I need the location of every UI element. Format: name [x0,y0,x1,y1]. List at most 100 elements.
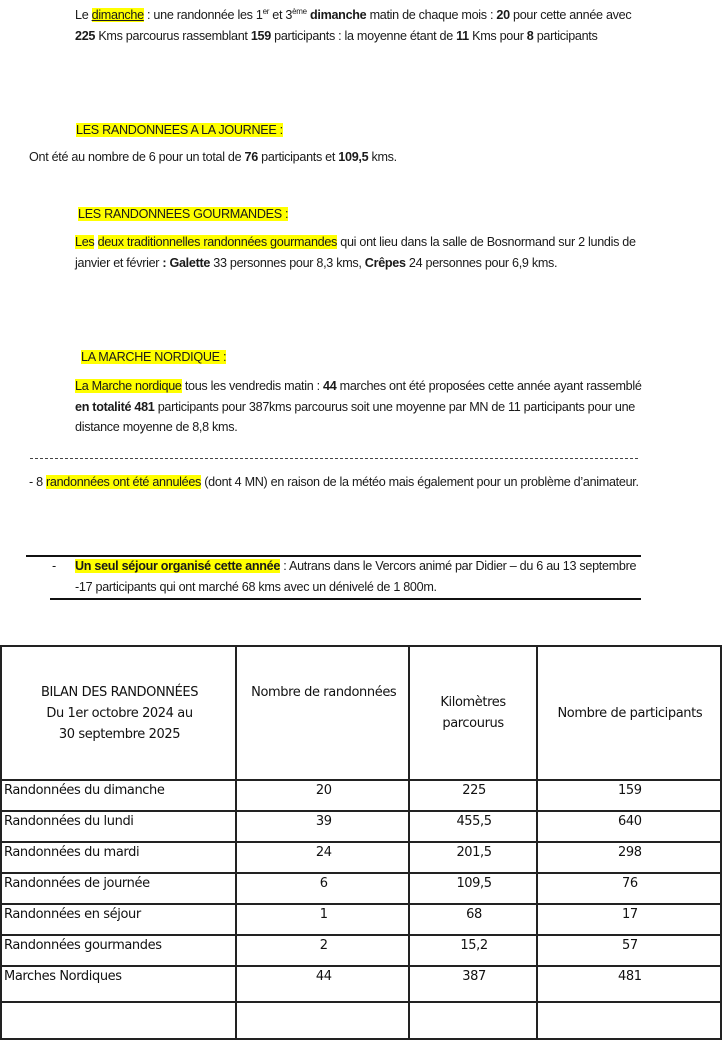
table-cell: 109,5 [408,872,538,905]
table-row: Randonnées en séjour 1 68 17 [0,903,723,936]
superscript: ème [292,6,307,16]
table-cell: 44 [235,965,411,1003]
text: 33 personnes pour 8,3 kms, [210,255,365,270]
empty-row [0,1001,723,1040]
bottom-rule [50,598,641,600]
table-cell: 159 [535,779,723,812]
superscript: er [262,6,270,16]
table-cell: 39 [235,810,411,843]
text: marches ont été proposées cette année ay… [336,379,642,393]
column-header: Kilomètres parcourus [408,645,538,781]
bold-number: 20 [496,8,510,22]
table-row: Randonnées de journée 6 109,5 76 [0,872,723,905]
heading-nordique: LA MARCHE NORDIQUE : [81,347,226,368]
table-subtitle: Du 1er octobre 2024 au [46,705,193,721]
text: Ont été au nombre de 6 pour un total de [29,150,245,164]
bold-number: 8 [526,28,534,43]
table-subtitle: 30 septembre 2025 [58,726,181,742]
table-cell: 2 [235,934,411,967]
table-cell: 17 [535,903,723,936]
text: (dont 4 MN) en raison de la météo mais é… [201,475,639,489]
text: Le [75,8,92,22]
table-cell: 20 [235,779,411,812]
text: 24 personnes pour 6,9 kms. [405,255,558,270]
row-label: Randonnées du dimanche [0,779,238,812]
bilan-table: BILAN DES RANDONNÉES Du 1er octobre 2024… [0,645,723,1040]
table-cell: 1 [235,903,411,936]
text: tous les vendredis matin : [181,379,324,393]
column-header: Nombre de randonnées [235,645,411,781]
table-row: Randonnées gourmandes 2 15,2 57 [0,934,723,967]
text: kms. [368,150,397,164]
table-title-cell: BILAN DES RANDONNÉES Du 1er octobre 2024… [0,645,238,781]
highlight-text: randonnées ont été annulées [46,475,202,489]
bold-text: en totalité 481 [75,399,155,414]
column-header: Nombre de participants [535,645,723,781]
row-label: Randonnées gourmandes [0,934,238,967]
text: et 3 [269,8,293,22]
table-row: Randonnées du dimanche 20 225 159 [0,779,723,812]
bold-number: 44 [323,379,337,393]
heading-journee: LES RANDONNEES A LA JOURNEE : [76,120,283,141]
text: participants : la moyenne étant de [270,28,457,43]
text: participants pour 387kms parcourus soit … [75,399,635,435]
table-row: Randonnées du mardi 24 201,5 298 [0,841,723,874]
nordique-paragraph: La Marche nordique tous les vendredis ma… [75,376,645,438]
bold-text: dimanche [306,8,367,22]
table-cell: 201,5 [408,841,538,874]
text: matin de chaque mois : [366,8,497,22]
journee-paragraph: Ont été au nombre de 6 pour un total de … [29,147,649,168]
row-label: Randonnées du mardi [0,841,238,874]
table-cell: 225 [408,779,538,812]
bold-number: 11 [456,28,469,43]
bold-text: : Galette [162,255,211,270]
table-row: Marches Nordiques 44 387 481 [0,965,723,1003]
table-cell: 68 [408,903,538,936]
text: pour cette année avec [509,8,632,22]
gourmandes-paragraph: Les deux traditionnelles randonnées gour… [75,232,645,273]
text: participants et [257,150,339,164]
table-cell: 640 [535,810,723,843]
table-cell: 6 [235,872,411,905]
heading-text: LES RANDONNEES GOURMANDES : [78,207,289,221]
top-rule [26,555,641,557]
dashed-separator [30,458,638,459]
table-cell: 298 [535,841,723,874]
bold-number: 76 [244,150,259,164]
table-cell: 24 [235,841,411,874]
table-cell: 76 [535,872,723,905]
row-label: Marches Nordiques [0,965,238,1003]
table-header-row: BILAN DES RANDONNÉES Du 1er octobre 2024… [0,645,723,781]
table-cell: 15,2 [408,934,538,967]
row-label: Randonnées du lundi [0,810,238,843]
highlight-text: deux traditionnelles randonnées gourmand… [97,235,338,249]
text: : Autrans dans le Vercors animé par Didi… [75,559,637,594]
bold-number: 159 [250,28,271,43]
text: - 8 [29,475,46,489]
highlight-text: La Marche nordique [75,379,182,393]
sejour-paragraph: Un seul séjour organisé cette année : Au… [75,556,645,597]
heading-text: LES RANDONNEES A LA JOURNEE : [76,123,283,137]
annulees-paragraph: - 8 randonnées ont été annulées (dont 4 … [29,472,649,493]
highlight-text: Les [75,235,95,249]
empty-cell [0,1001,238,1040]
text: Kms pour [468,28,527,43]
text: Kms parcourus rassemblant [95,28,251,43]
heading-text: LA MARCHE NORDIQUE : [81,350,227,364]
table-cell: 57 [535,934,723,967]
empty-cell [535,1001,723,1040]
bold-number: 225 [75,28,96,43]
table-row: Randonnées du lundi 39 455,5 640 [0,810,723,843]
highlight-dimanche: dimanche [91,8,144,22]
highlight-text: Un seul séjour organisé cette année [75,559,281,573]
empty-cell [235,1001,411,1040]
text: participants [533,28,598,43]
dimanche-paragraph: Le dimanche : une randonnée les 1er et 3… [75,5,635,46]
row-label: Randonnées en séjour [0,903,238,936]
heading-gourmandes: LES RANDONNEES GOURMANDES : [78,204,289,225]
row-label: Randonnées de journée [0,872,238,905]
bold-text: Crêpes [364,255,406,270]
table-title: BILAN DES RANDONNÉES [40,684,199,700]
table-cell: 455,5 [408,810,538,843]
table-cell: 387 [408,965,538,1003]
